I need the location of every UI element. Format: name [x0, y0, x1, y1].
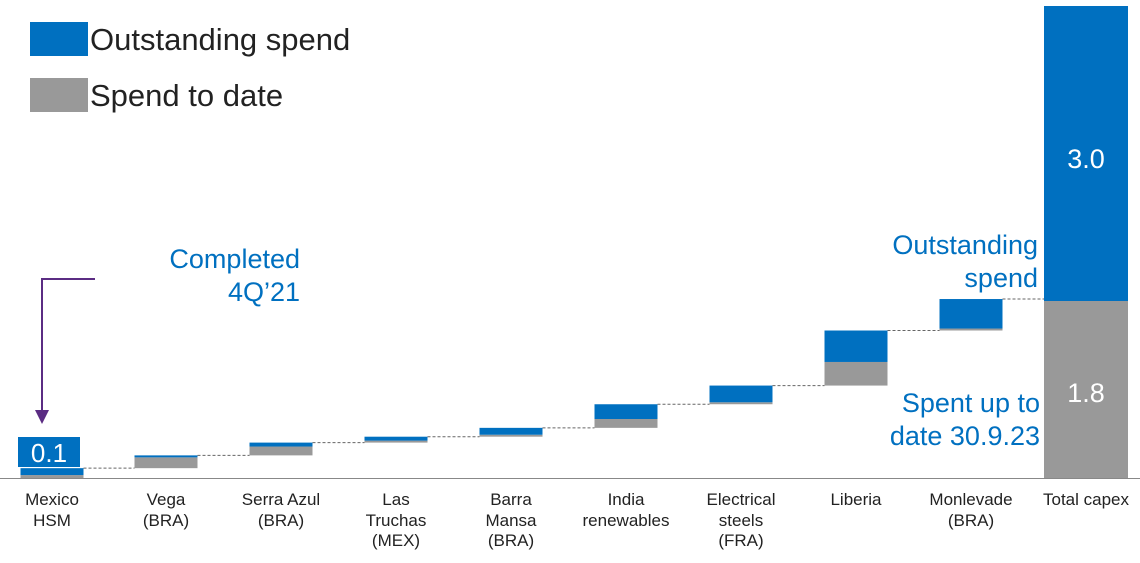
bar-spend-to-date-4 — [479, 434, 543, 437]
data-label-total-spent: 1.8 — [1067, 378, 1105, 408]
category-label-1: Vega (BRA) — [142, 490, 190, 530]
category-label-3: Las Truchas (MEX) — [365, 490, 427, 551]
bar-spend-to-date-1 — [134, 457, 198, 469]
bar-outstanding-8 — [939, 299, 1003, 329]
bar-outstanding-5 — [594, 404, 658, 419]
category-label-2: Serra Azul (BRA) — [241, 490, 321, 530]
bar-spend-to-date-6 — [709, 402, 773, 405]
completed-arrow-line — [41, 278, 95, 412]
outstanding-annotation: Outstanding spend — [892, 230, 1038, 293]
bar-outstanding-4 — [479, 427, 543, 435]
legend-label-outstanding: Outstanding spend — [90, 22, 351, 57]
data-label-box-0 — [18, 437, 80, 467]
bar-outstanding-0 — [20, 468, 84, 476]
completed-arrow-head — [35, 410, 49, 424]
spent-annotation: Spent up to date 30.9.23 — [889, 388, 1040, 451]
bar-outstanding-9 — [1044, 6, 1128, 301]
bar-outstanding-2 — [249, 442, 313, 447]
category-label-5: India renewables — [582, 490, 670, 530]
legend-swatch-spent — [30, 78, 88, 112]
category-label-8: Monlevade (BRA) — [929, 490, 1013, 530]
bar-spend-to-date-2 — [249, 446, 313, 456]
legend-swatch-outstanding — [30, 22, 88, 56]
bar-outstanding-3 — [364, 436, 428, 441]
bar-spend-to-date-5 — [594, 419, 658, 428]
completed-annotation: Completed 4Q’21 — [169, 244, 300, 307]
data-label-0: 0.1 — [31, 438, 67, 468]
bar-outstanding-7 — [824, 330, 888, 362]
bar-outstanding-1 — [134, 455, 198, 458]
category-label-9: Total capex — [1043, 490, 1129, 509]
bar-spend-to-date-7 — [824, 361, 888, 386]
bar-outstanding-6 — [709, 385, 773, 403]
bar-spend-to-date-3 — [364, 440, 428, 443]
bar-spend-to-date-9 — [1044, 301, 1128, 478]
category-label-7: Liberia — [830, 490, 882, 509]
data-label-total-outstanding: 3.0 — [1067, 144, 1105, 174]
bar-spend-to-date-0 — [20, 475, 84, 478]
legend-label-spent: Spend to date — [90, 78, 284, 113]
category-label-6: Electrical steels (FRA) — [706, 490, 776, 551]
category-label-0: Mexico HSM — [25, 490, 79, 530]
bar-spend-to-date-8 — [939, 328, 1003, 331]
category-label-4: Barra Mansa (BRA) — [485, 490, 537, 551]
